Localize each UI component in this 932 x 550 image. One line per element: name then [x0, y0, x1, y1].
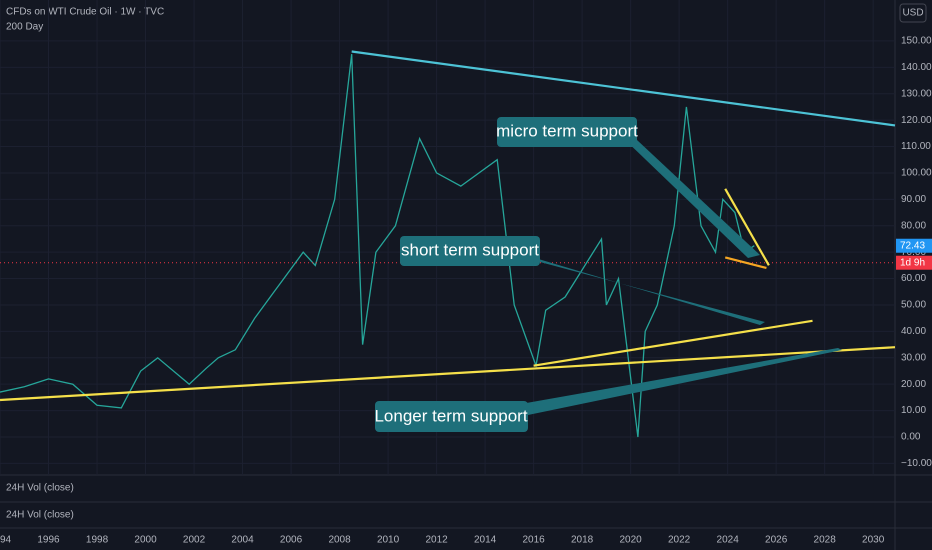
trendline	[724, 256, 767, 270]
x-tick-label: 1998	[86, 535, 109, 546]
y-tick-label: 10.00	[901, 405, 926, 416]
y-tick-label: 60.00	[901, 273, 926, 284]
x-tick-label: 2018	[571, 535, 594, 546]
callout-pointer	[620, 135, 760, 258]
x-tick-label: 2020	[619, 535, 642, 546]
pane-label: 24H Vol (close)	[6, 510, 74, 521]
currency-button[interactable]	[899, 3, 927, 23]
y-tick-label: 20.00	[901, 379, 926, 390]
callout-pointer	[515, 348, 842, 415]
countdown-box	[896, 255, 932, 270]
x-tick-label: 2030	[862, 535, 885, 546]
x-tick-label: 2012	[425, 535, 448, 546]
y-tick-label: −10.00	[901, 458, 932, 469]
symbol-title: CFDs on WTI Crude Oil · 1W · TVC	[6, 7, 164, 18]
callout-pointer	[525, 255, 765, 325]
x-tick-label: 2026	[765, 535, 788, 546]
callouts: micro term support short term support Lo…	[374, 117, 842, 432]
callout-text: micro term support	[496, 121, 638, 140]
y-tick-label: 80.00	[901, 220, 926, 231]
y-tick-label: 50.00	[901, 300, 926, 311]
y-tick-label: 100.00	[901, 168, 932, 179]
callout-text: Longer term support	[374, 406, 527, 425]
trendline	[0, 346, 896, 402]
y-tick-label: 110.00	[901, 141, 931, 152]
x-tick-label: 2002	[183, 535, 206, 546]
callout-box	[400, 236, 540, 266]
callout-text: short term support	[401, 240, 539, 259]
pane-label: 24H Vol (close)	[6, 483, 74, 494]
y-tick-label: 40.00	[901, 326, 926, 337]
trendline	[351, 50, 896, 127]
x-tick-label: 94	[0, 535, 12, 546]
x-tick-label: 2024	[717, 535, 740, 546]
x-tick-label: 2022	[668, 535, 691, 546]
y-tick-label: 0.00	[901, 432, 921, 443]
x-tick-label: 2000	[134, 535, 157, 546]
y-tick-label: 130.00	[901, 88, 932, 99]
trendline	[724, 188, 770, 266]
x-tick-label: 2006	[280, 535, 303, 546]
trendline	[533, 319, 813, 367]
x-tick-label: 2016	[522, 535, 545, 546]
last-price-box	[896, 238, 932, 253]
x-tick-label: 2014	[474, 535, 497, 546]
x-tick-label: 2028	[814, 535, 837, 546]
last-price-label: 72.43	[900, 240, 925, 251]
y-tick-label: 90.00	[901, 194, 926, 205]
y-tick-label: 120.00	[901, 115, 932, 126]
indicator-label: 200 Day	[6, 22, 43, 33]
x-tick-label: 1996	[37, 535, 60, 546]
x-tick-label: 2004	[231, 535, 254, 546]
x-tick-label: 2008	[328, 535, 351, 546]
price-line	[0, 54, 755, 438]
countdown-label: 1d 9h	[900, 257, 925, 268]
currency-label[interactable]: USD	[902, 8, 923, 19]
x-tick-label: 2010	[377, 535, 400, 546]
callout-box	[375, 401, 528, 432]
y-tick-label: 30.00	[901, 352, 926, 363]
plot	[0, 0, 896, 475]
y-tick-label: 140.00	[901, 62, 932, 73]
callout-box	[497, 117, 637, 147]
y-tick-label: 150.00	[901, 36, 932, 47]
